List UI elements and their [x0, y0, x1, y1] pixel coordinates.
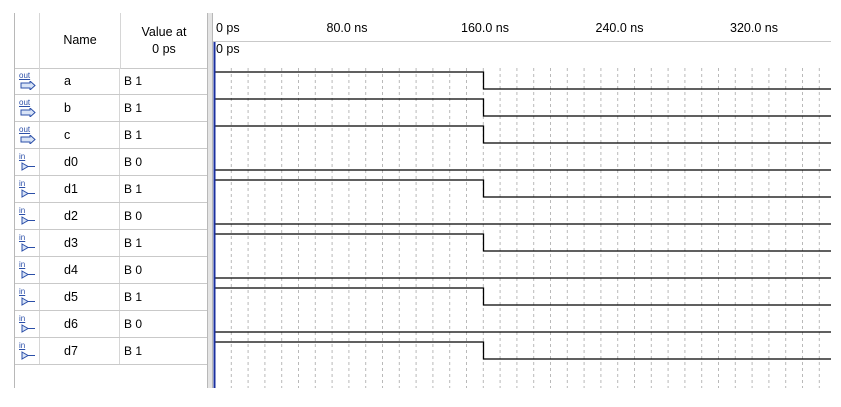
- pin-arrow-icon: [21, 324, 35, 333]
- signal-name[interactable]: a: [40, 68, 120, 94]
- waveform-a: [214, 71, 831, 90]
- pin-direction-label: in: [19, 233, 26, 242]
- signal-row[interactable]: in d2 B 0: [15, 203, 207, 230]
- signal-name[interactable]: d4: [40, 257, 120, 283]
- pin-cell: in: [15, 203, 40, 229]
- pin-cell: out: [15, 95, 40, 121]
- pin-direction-label: out: [19, 71, 31, 80]
- pin-cell: in: [15, 311, 40, 337]
- pin-cell: in: [15, 149, 40, 175]
- pin-direction-label: in: [19, 341, 26, 350]
- signal-row[interactable]: in d1 B 1: [15, 176, 207, 203]
- time-tick-label: 160.0 ns: [461, 21, 509, 35]
- input-pin-icon: in: [19, 314, 37, 334]
- pin-arrow-icon: [20, 81, 36, 90]
- pin-arrow-icon: [21, 297, 35, 306]
- signal-value: B 0: [124, 209, 143, 223]
- pin-arrow-icon: [21, 216, 35, 225]
- signal-value: B 1: [124, 101, 143, 115]
- pin-cell: in: [15, 176, 40, 202]
- input-pin-icon: in: [19, 206, 37, 226]
- waveform-panel[interactable]: 0 ps 80.0 ns 160.0 ns 240.0 ns 320.0 ns 0 ps: [213, 13, 831, 388]
- pin-arrow-icon: [21, 189, 35, 198]
- panel-splitter[interactable]: [207, 13, 213, 388]
- cursor-time-label: 0 ps: [216, 42, 240, 56]
- signal-row[interactable]: out b B 1: [15, 95, 207, 122]
- pin-cell: in: [15, 230, 40, 256]
- pin-arrow-icon: [20, 108, 36, 117]
- signal-value: B 1: [124, 290, 143, 304]
- signal-value: B 0: [124, 155, 143, 169]
- pin-direction-label: out: [19, 98, 31, 107]
- header-name[interactable]: Name: [40, 13, 121, 69]
- time-ruler[interactable]: 0 ps 80.0 ns 160.0 ns 240.0 ns 320.0 ns: [213, 13, 831, 42]
- signal-value: B 1: [124, 344, 143, 358]
- time-tick-label: 0 ps: [216, 21, 240, 35]
- signal-name[interactable]: d5: [40, 284, 120, 310]
- signal-value: B 1: [124, 74, 143, 88]
- waveform-d1: [214, 179, 831, 198]
- waveform-canvas[interactable]: [213, 13, 831, 388]
- input-pin-icon: in: [19, 287, 37, 307]
- signal-row[interactable]: out a B 1: [15, 68, 207, 95]
- signal-row[interactable]: in d3 B 1: [15, 230, 207, 257]
- signal-row[interactable]: in d0 B 0: [15, 149, 207, 176]
- pin-cell: out: [15, 122, 40, 148]
- signal-name[interactable]: d0: [40, 149, 120, 175]
- input-pin-icon: in: [19, 260, 37, 280]
- signal-row[interactable]: in d6 B 0: [15, 311, 207, 338]
- waveform-d5: [214, 287, 831, 306]
- pin-direction-label: in: [19, 206, 26, 215]
- signal-value: B 1: [124, 128, 143, 142]
- output-pin-icon: out: [19, 98, 37, 118]
- pin-direction-label: in: [19, 260, 26, 269]
- signal-name[interactable]: b: [40, 95, 120, 121]
- pin-direction-label: out: [19, 125, 31, 134]
- header-value-at[interactable]: Value at 0 ps: [121, 13, 207, 69]
- time-tick-label: 320.0 ns: [730, 21, 778, 35]
- output-pin-icon: out: [19, 71, 37, 91]
- signal-row[interactable]: in d7 B 1: [15, 338, 207, 365]
- pin-direction-label: in: [19, 314, 26, 323]
- pin-arrow-icon: [20, 135, 36, 144]
- signal-value: B 1: [124, 182, 143, 196]
- pin-cell: in: [15, 284, 40, 310]
- signal-row[interactable]: out c B 1: [15, 122, 207, 149]
- signal-name[interactable]: d6: [40, 311, 120, 337]
- signal-name[interactable]: d1: [40, 176, 120, 202]
- pin-cell: in: [15, 338, 40, 364]
- input-pin-icon: in: [19, 341, 37, 361]
- signal-value: B 0: [124, 263, 143, 277]
- waveform-c: [214, 125, 831, 144]
- pin-direction-label: in: [19, 179, 26, 188]
- waveform-d7: [214, 341, 831, 360]
- pin-cell: out: [15, 68, 40, 94]
- input-pin-icon: in: [19, 233, 37, 253]
- input-pin-icon: in: [19, 152, 37, 172]
- time-tick-label: 240.0 ns: [595, 21, 644, 35]
- time-tick-label: 80.0 ns: [326, 21, 368, 35]
- output-pin-icon: out: [19, 125, 37, 145]
- signal-list: Name Value at 0 ps out a B 1 out b B 1 out c B 1…: [15, 13, 207, 388]
- pin-arrow-icon: [21, 270, 35, 279]
- waveform-editor: Name Value at 0 ps out a B 1 out b B 1 out c B 1…: [14, 13, 831, 388]
- pin-arrow-icon: [21, 162, 35, 171]
- pin-cell: in: [15, 257, 40, 283]
- signal-name[interactable]: d2: [40, 203, 120, 229]
- signal-name[interactable]: c: [40, 122, 120, 148]
- waveform-b: [214, 98, 831, 117]
- signal-row[interactable]: in d5 B 1: [15, 284, 207, 311]
- input-pin-icon: in: [19, 179, 37, 199]
- pin-direction-label: in: [19, 287, 26, 296]
- signal-row[interactable]: in d4 B 0: [15, 257, 207, 284]
- pin-direction-label: in: [19, 152, 26, 161]
- pin-arrow-icon: [21, 351, 35, 360]
- signal-value: B 1: [124, 236, 143, 250]
- signal-name[interactable]: d7: [40, 338, 120, 364]
- pin-arrow-icon: [21, 243, 35, 252]
- signal-value: B 0: [124, 317, 143, 331]
- header-icon-column: [15, 13, 40, 69]
- signal-name[interactable]: d3: [40, 230, 120, 256]
- waveform-d3: [214, 233, 831, 252]
